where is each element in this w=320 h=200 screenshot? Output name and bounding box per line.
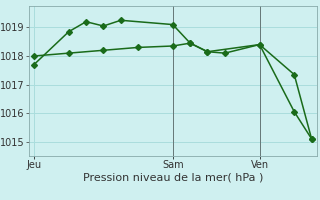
X-axis label: Pression niveau de la mer( hPa ): Pression niveau de la mer( hPa ) [83, 173, 263, 183]
